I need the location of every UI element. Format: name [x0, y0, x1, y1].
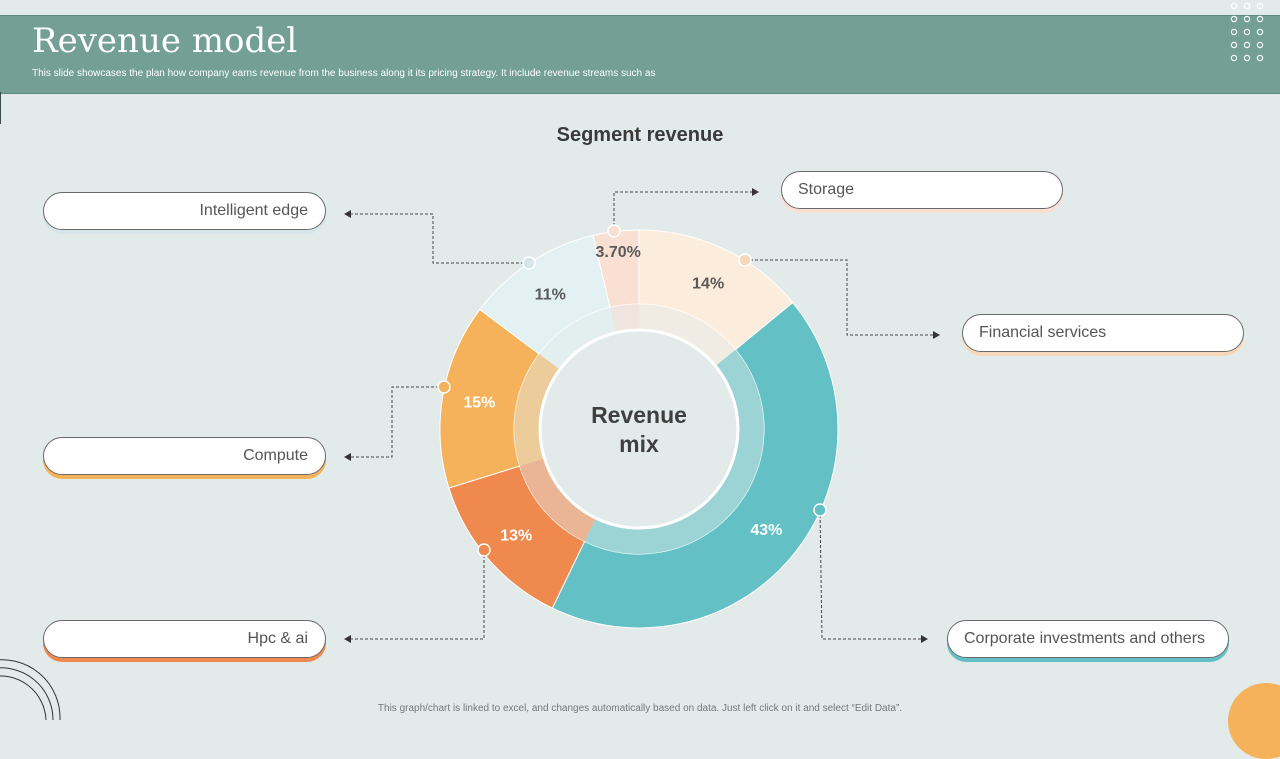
connector-dot: [607, 224, 621, 238]
revenue-donut-chart: Revenue mix 14% 43% 13% 15% 11% 3.70%: [344, 188, 940, 643]
arrowhead-icon: [344, 210, 351, 218]
label-storage: Storage: [781, 171, 1063, 209]
inner-ring-corporate-investments-and-others: [584, 349, 765, 554]
connector-dot: [738, 253, 752, 267]
connector-dot: [437, 380, 451, 394]
value-label: 11%: [535, 286, 566, 303]
label-hpc-ai: Hpc & ai: [43, 620, 326, 658]
footer-note: This graph/chart is linked to excel, and…: [377, 703, 903, 714]
inner-ring-storage: [610, 304, 639, 333]
label-intelligent-edge: Intelligent edge: [43, 192, 326, 230]
header-banner: Revenue model This slide showcases the p…: [0, 15, 1280, 94]
page-title: Revenue model: [32, 21, 298, 61]
arrowhead-icon: [752, 188, 759, 196]
chart-title: Segment revenue: [556, 124, 724, 146]
value-label: 14%: [692, 276, 724, 293]
arrowhead-icon: [933, 331, 940, 339]
label-corporate-investments: Corporate investments and others: [947, 620, 1229, 658]
connector-line: [745, 259, 938, 336]
arrowhead-icon: [921, 635, 928, 643]
label-financial-services: Financial services: [962, 314, 1244, 352]
arrowhead-icon: [344, 453, 351, 461]
header-divider: [0, 92, 1, 124]
connector-line: [346, 550, 485, 640]
value-label: 13%: [500, 528, 532, 545]
value-label: 43%: [750, 522, 782, 539]
center-circle: [538, 328, 740, 530]
arrowhead-icon: [344, 635, 351, 643]
label-compute: Compute: [43, 437, 326, 475]
connector-dot: [477, 543, 491, 557]
inner-ring-hpc-ai: [519, 458, 596, 542]
connector-line: [819, 509, 926, 640]
connector-dot: [813, 503, 827, 517]
connector-line: [346, 386, 444, 458]
inner-ring-compute: [514, 353, 560, 467]
inner-ring-financial-services: [639, 304, 736, 367]
value-label: 3.70%: [595, 244, 640, 261]
connector-line: [346, 213, 529, 264]
value-label: 15%: [463, 394, 495, 411]
center-label-line: mix: [619, 431, 659, 457]
corner-arcs-decoration: [0, 659, 61, 720]
center-label-line: Revenue: [591, 402, 687, 428]
inner-ring-intelligent-edge: [539, 307, 617, 370]
connector-line: [613, 191, 757, 231]
dot-grid-decoration: [1230, 2, 1264, 62]
connector-dot: [522, 256, 536, 270]
page-subtitle: This slide showcases the plan how compan…: [32, 68, 656, 79]
